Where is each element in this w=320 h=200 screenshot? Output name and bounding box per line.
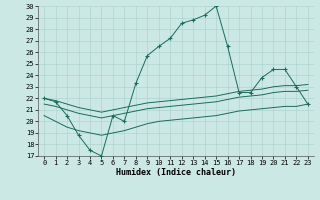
X-axis label: Humidex (Indice chaleur): Humidex (Indice chaleur) (116, 168, 236, 177)
